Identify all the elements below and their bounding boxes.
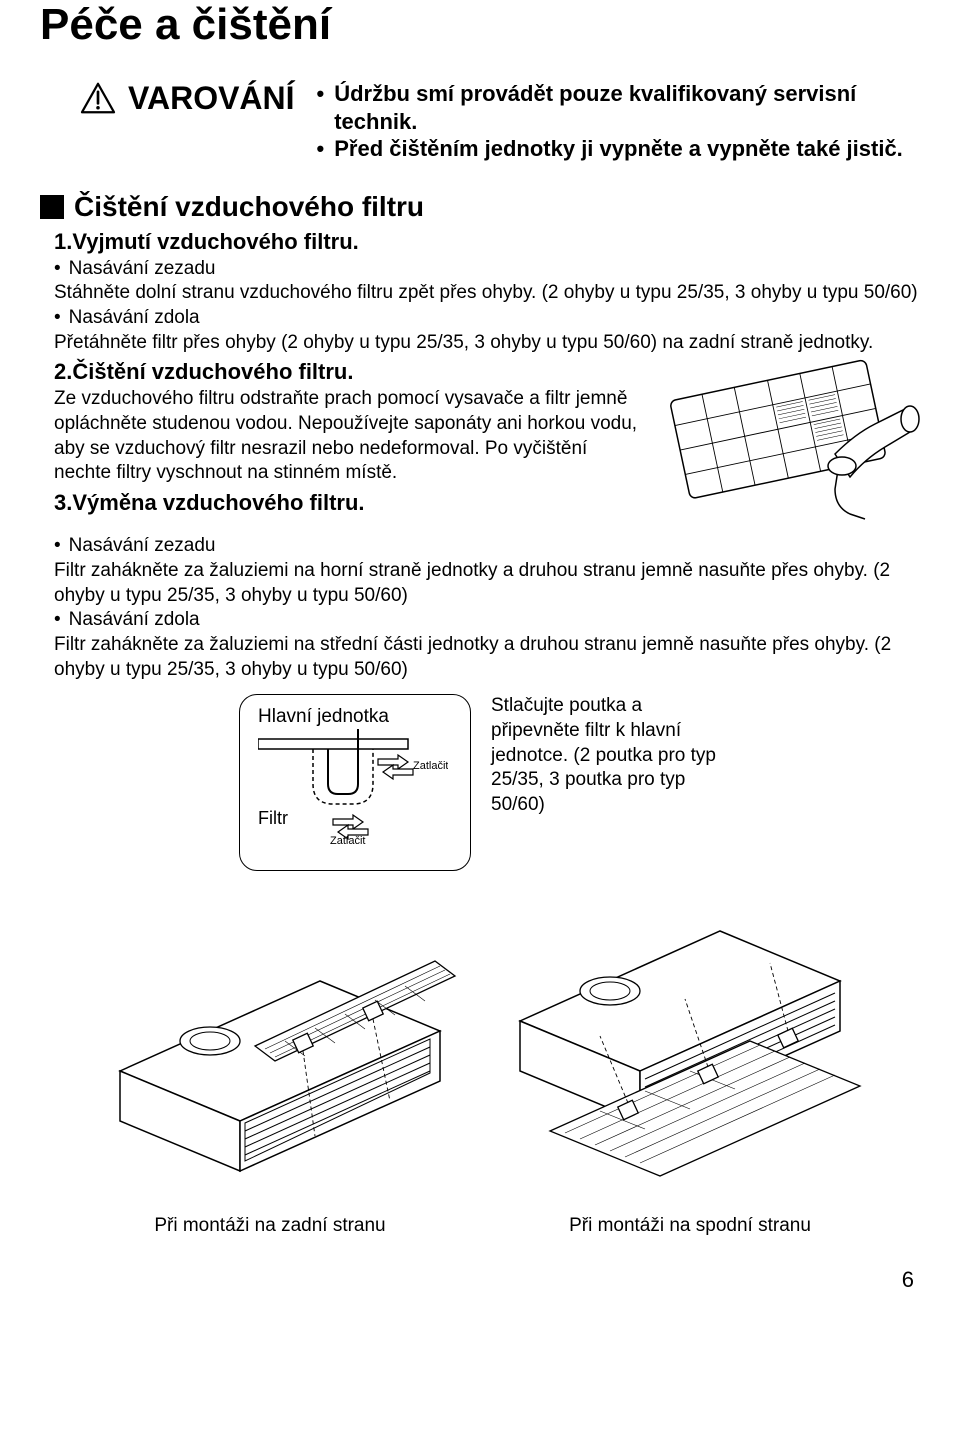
unit-caption-left: Při montáži na zadní stranu: [154, 1215, 385, 1237]
warning-bullet-2: Před čištěním jednotky ji vypněte a vypn…: [334, 135, 903, 163]
unit-illustration-left: [60, 881, 480, 1201]
step1-body: •Nasávání zezadu Stáhněte dolní stranu v…: [54, 257, 920, 356]
diagram-cross-section: Zatlačit Zatlačit Filtr: [258, 729, 448, 849]
step1-title: 1.Vyjmutí vzduchového filtru.: [54, 229, 920, 255]
section-marker: [40, 195, 64, 219]
filter-vacuum-illustration: [660, 359, 920, 529]
step3-bullet1-text: Filtr zahákněte za žaluziemi na horní st…: [54, 559, 920, 608]
step1-bullet2-text: Přetáhněte filtr přes ohyby (2 ohyby u t…: [54, 331, 920, 356]
warning-label: VAROVÁNÍ: [128, 80, 295, 117]
diagram-filter-label: Filtr: [258, 808, 288, 828]
step1-bullet1-text: Stáhněte dolní stranu vzduchového filtru…: [54, 281, 920, 306]
step3-title: 3.Výměna vzduchového filtru.: [54, 490, 644, 516]
step3-bullet2-text: Filtr zahákněte za žaluziemi na střední …: [54, 633, 920, 682]
unit-illustration-right: [480, 881, 900, 1201]
section-heading: Čištění vzduchového filtru: [74, 191, 424, 223]
warning-bullet-1: Údržbu smí provádět pouze kvalifikovaný …: [334, 80, 920, 135]
step1-bullet2-label: Nasávání zdola: [69, 306, 200, 331]
section-heading-row: Čištění vzduchového filtru: [40, 191, 920, 223]
step1-bullet1-label: Nasávání zezadu: [69, 257, 216, 282]
diagram-box: Hlavní jednotka Zatlačit: [239, 694, 471, 871]
warning-block: VAROVÁNÍ •Údržbu smí provádět pouze kval…: [80, 80, 920, 163]
diagram-push-label-1: Zatlačit: [413, 760, 448, 772]
diagram-caption: Stlačujte poutka a připevněte filtr k hl…: [491, 694, 721, 817]
step3-bullet2-label: Nasávání zdola: [69, 608, 200, 633]
page-title: Péče a čištění: [40, 0, 920, 50]
step2-title: 2.Čištění vzduchového filtru.: [54, 359, 644, 385]
step3-bullet1-label: Nasávání zezadu: [69, 534, 216, 559]
page-number: 6: [40, 1267, 914, 1293]
unit-caption-right: Při montáži na spodní stranu: [569, 1215, 811, 1237]
unit-diagrams: Při montáži na zadní stranu: [40, 881, 920, 1237]
warning-bullets: •Údržbu smí provádět pouze kvalifikovaný…: [307, 80, 920, 163]
diagram-main-unit-label: Hlavní jednotka: [258, 705, 448, 729]
step3-body: •Nasávání zezadu Filtr zahákněte za žalu…: [54, 534, 920, 682]
warning-icon: [80, 82, 116, 114]
step2-text: Ze vzduchového filtru odstraňte prach po…: [54, 387, 644, 486]
diagram-push-label-2: Zatlačit: [330, 835, 365, 847]
diagram-block: Hlavní jednotka Zatlačit: [40, 694, 920, 871]
